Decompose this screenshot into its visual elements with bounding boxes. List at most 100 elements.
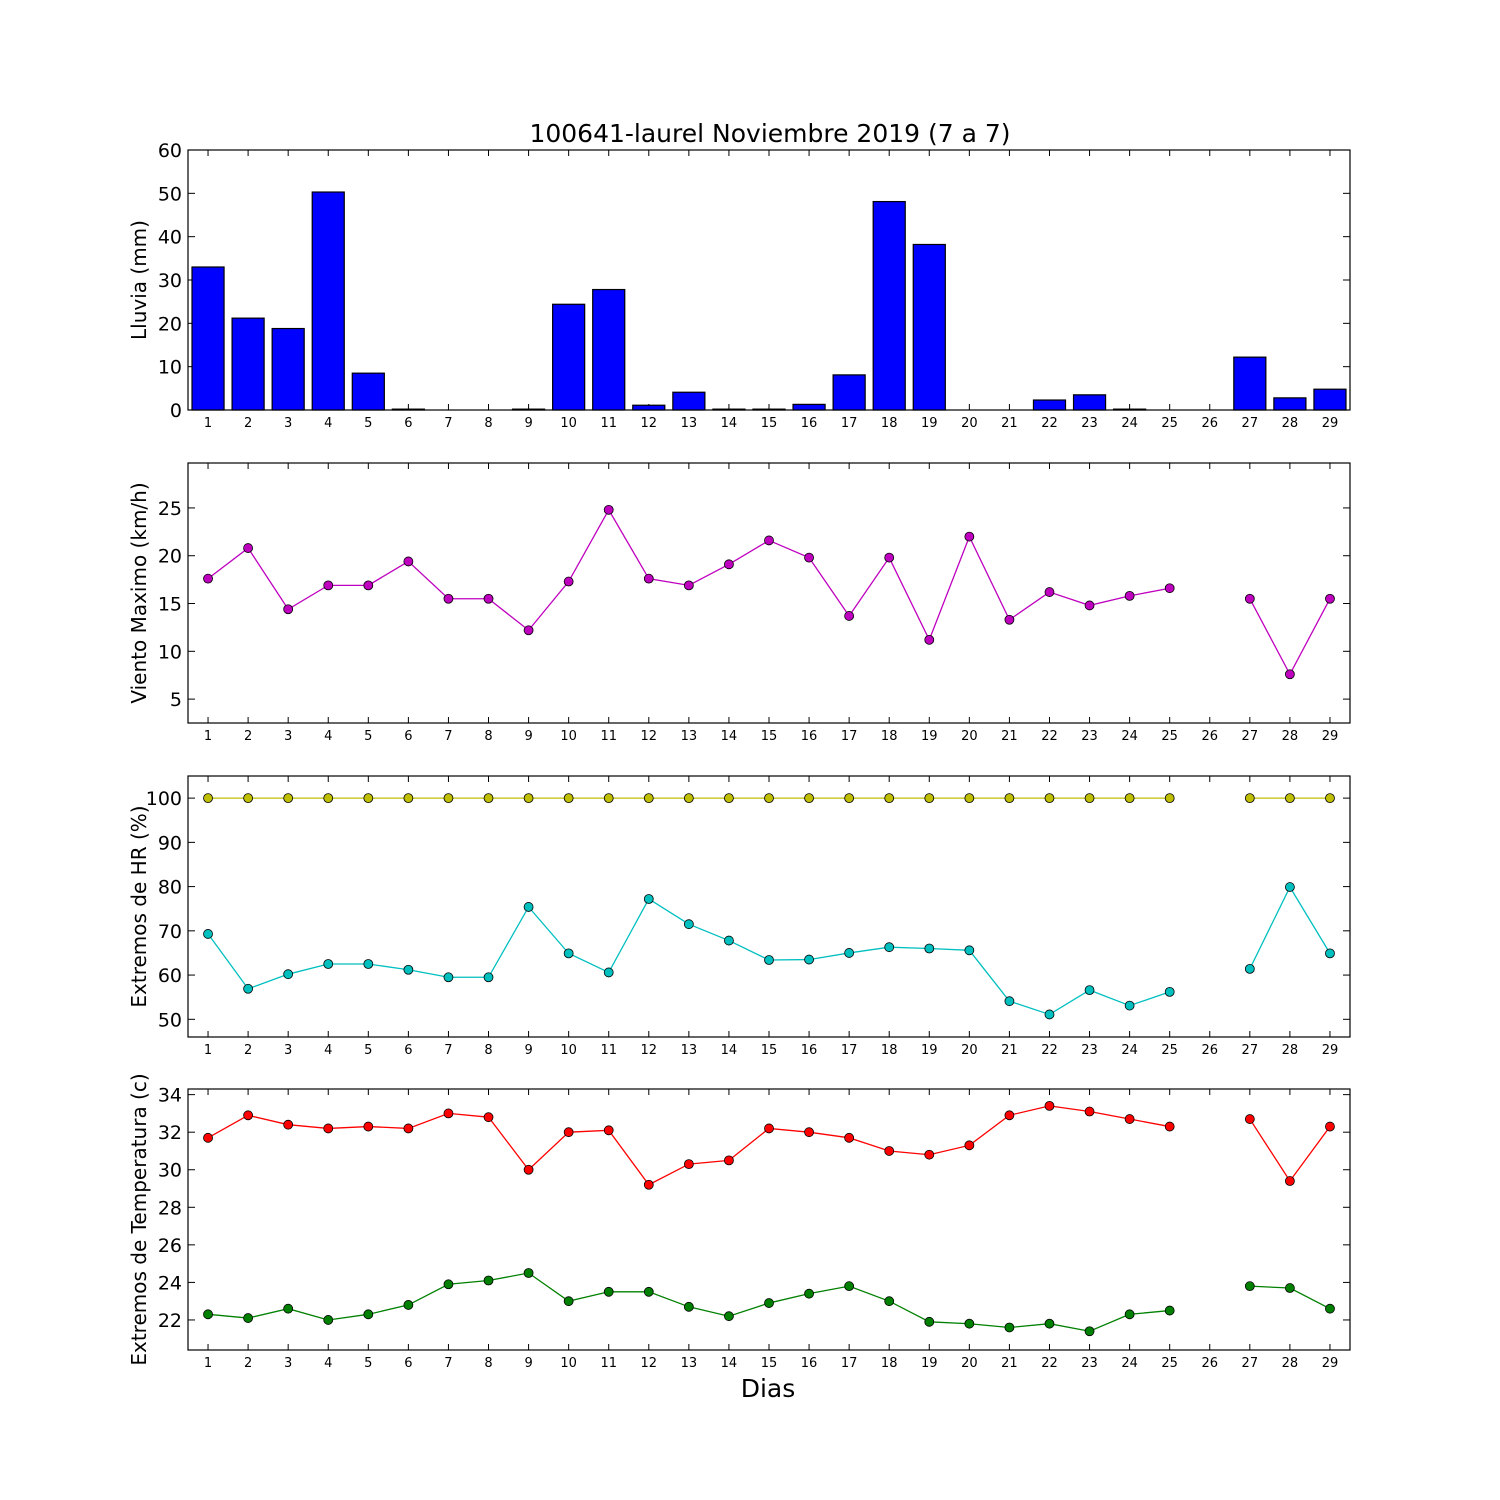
x-tick-label: 1 — [204, 729, 212, 744]
data-point — [243, 1110, 254, 1121]
y-tick-label: 60 — [158, 965, 182, 987]
data-point — [1004, 996, 1015, 1007]
data-point — [1325, 948, 1335, 959]
data-point — [643, 1179, 654, 1190]
data-point — [804, 1127, 814, 1138]
data-point — [523, 1164, 534, 1175]
bar — [271, 327, 305, 411]
data-point — [1284, 1283, 1295, 1293]
y-tick-label: 100 — [146, 788, 182, 810]
y-axis-label: Extremos de Temperatura (c) — [127, 1073, 151, 1365]
x-tick-label: 22 — [1041, 729, 1058, 744]
data-point — [203, 1132, 213, 1143]
x-tick-label: 23 — [1081, 1356, 1098, 1371]
x-tick-label: 6 — [404, 1043, 412, 1058]
data-point — [683, 1301, 694, 1312]
bar — [1112, 408, 1147, 411]
x-tick-label: 14 — [721, 416, 738, 431]
x-tick-label: 13 — [681, 729, 698, 744]
data-point — [603, 793, 614, 804]
data-point — [804, 954, 814, 965]
data-point — [323, 1123, 334, 1134]
x-tick-label: 10 — [560, 416, 577, 431]
data-point — [1004, 1110, 1015, 1121]
data-point — [844, 1132, 855, 1143]
y-tick-label: 60 — [158, 140, 182, 162]
data-point — [764, 1123, 774, 1134]
x-tick-label: 20 — [961, 416, 978, 431]
x-tick-label: 12 — [641, 416, 658, 431]
data-point — [1325, 1121, 1335, 1132]
x-tick-label: 7 — [444, 1356, 452, 1371]
data-point — [804, 1288, 814, 1299]
x-tick-label: 15 — [761, 416, 778, 431]
data-point — [603, 1286, 614, 1297]
data-point — [1164, 1121, 1175, 1132]
x-tick-label: 10 — [560, 1043, 577, 1058]
data-point — [844, 1281, 855, 1292]
bar — [672, 391, 706, 411]
data-point — [563, 793, 574, 804]
x-tick-label: 24 — [1121, 1043, 1138, 1058]
y-axis-label: Lluvia (mm) — [127, 220, 151, 340]
bar — [311, 191, 345, 411]
x-tick-label: 20 — [961, 1043, 978, 1058]
data-point — [764, 1298, 774, 1308]
x-tick-label: 11 — [600, 1356, 617, 1371]
data-point — [643, 894, 654, 904]
data-point — [1084, 1326, 1095, 1337]
data-point — [283, 1303, 294, 1314]
data-point — [884, 552, 895, 563]
data-point — [683, 793, 694, 804]
data-point — [1164, 1305, 1175, 1316]
x-tick-label: 8 — [484, 1043, 492, 1058]
data-point — [964, 1318, 975, 1329]
bar — [1313, 388, 1347, 411]
x-tick-label: 13 — [681, 416, 698, 431]
x-tick-label: 4 — [324, 1043, 332, 1058]
y-tick-label: 25 — [158, 498, 182, 520]
data-point — [1124, 1114, 1135, 1124]
data-point — [1004, 614, 1015, 625]
x-tick-label: 18 — [881, 1356, 898, 1371]
x-tick-label: 9 — [524, 416, 532, 431]
data-point — [443, 793, 454, 804]
x-tick-label: 11 — [600, 416, 617, 431]
x-tick-label: 4 — [324, 729, 332, 744]
data-point — [203, 573, 213, 584]
x-tick-label: 2 — [244, 729, 252, 744]
data-point — [363, 1309, 374, 1320]
bar — [592, 288, 626, 411]
bar — [391, 408, 426, 411]
x-tick-label: 12 — [641, 1043, 658, 1058]
data-point — [1325, 793, 1335, 804]
data-point — [403, 556, 414, 567]
x-tick-label: 19 — [921, 1043, 938, 1058]
data-point — [523, 793, 534, 804]
y-tick-label: 28 — [158, 1197, 182, 1219]
data-point — [523, 902, 534, 912]
data-point — [243, 1313, 254, 1323]
data-point — [924, 634, 935, 645]
data-point — [243, 793, 254, 804]
data-point — [884, 1296, 895, 1307]
x-tick-label: 17 — [841, 1356, 858, 1371]
x-tick-label: 17 — [841, 729, 858, 744]
y-tick-label: 30 — [158, 270, 182, 292]
x-tick-label: 16 — [801, 729, 818, 744]
y-tick-label: 5 — [170, 689, 182, 711]
data-point — [1044, 1009, 1055, 1020]
bar — [792, 403, 826, 411]
x-tick-label: 26 — [1201, 729, 1218, 744]
x-tick-label: 8 — [484, 1356, 492, 1371]
figure-title: 100641-laurel Noviembre 2019 (7 a 7) — [529, 119, 1010, 148]
bar — [712, 408, 746, 411]
x-tick-label: 5 — [364, 1356, 372, 1371]
x-tick-label: 27 — [1242, 1043, 1259, 1058]
x-tick-label: 26 — [1201, 1356, 1218, 1371]
data-point — [1084, 600, 1095, 611]
data-point — [203, 793, 213, 804]
data-point — [283, 793, 294, 804]
data-point — [363, 1121, 374, 1132]
